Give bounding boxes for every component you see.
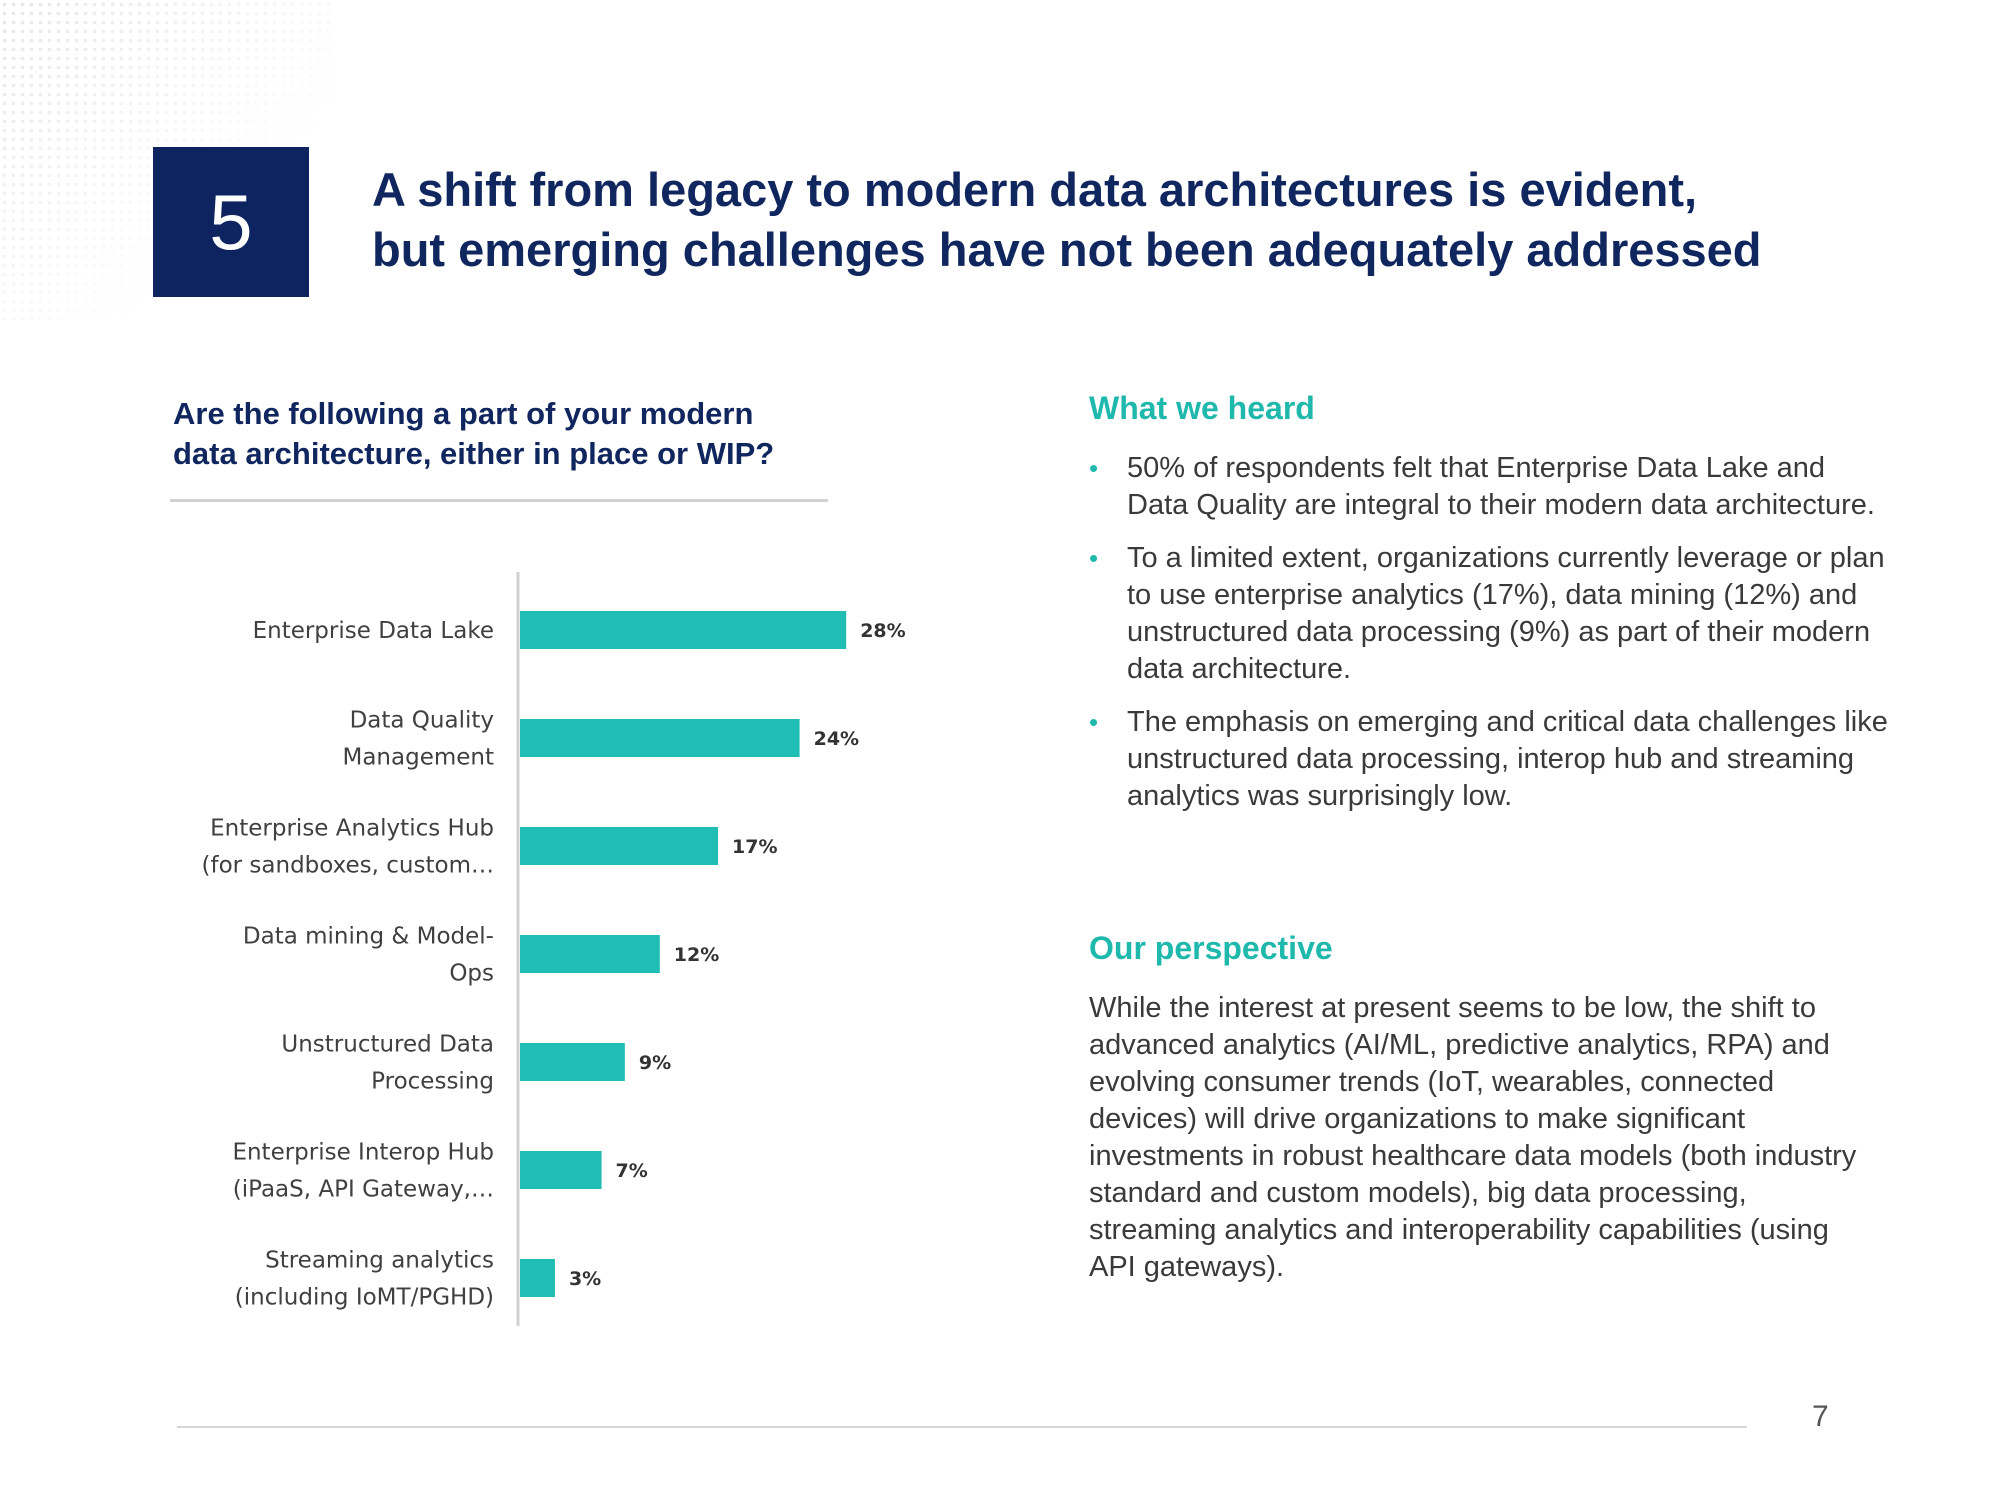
bar-value-label: 12% [674,944,719,966]
page-title-line-1: A shift from legacy to modern data archi… [372,163,1698,216]
bar-value-label: 28% [860,620,905,642]
slide-number-badge: 5 [153,147,309,297]
chart-question: Are the following a part of your modern … [173,394,853,474]
page-number: 7 [1812,1400,1829,1433]
bar-value-label: 17% [732,836,777,858]
category-label: (including IoMT/PGHD) [235,1285,494,1311]
bar-value-label: 3% [569,1268,601,1290]
bar-chart: 28% Enterprise Data Lake 24% Data Quality Ma… [202,572,906,1326]
page-title: A shift from legacy to modern data archi… [372,160,1932,280]
bar [520,611,847,649]
bar [520,827,719,865]
bar-value-label: 7% [616,1160,648,1182]
list-item: To a limited extent, organizations curre… [1089,540,1889,688]
chart-question-line-2: data architecture, either in place or WI… [173,436,775,471]
list-item: 50% of respondents felt that Enterprise … [1089,450,1889,524]
bar [520,935,660,973]
bar [520,1151,602,1189]
bar [520,1259,555,1297]
question-divider [170,499,828,502]
category-label: Ops [449,961,494,987]
what-we-heard-list: 50% of respondents felt that Enterprise … [1089,450,1889,831]
bar [520,1043,625,1081]
bar [520,719,800,757]
category-label: Management [342,745,494,771]
bar-value-label: 24% [814,728,859,750]
list-item: The emphasis on emerging and critical da… [1089,704,1889,815]
chart-question-line-1: Are the following a part of your modern [173,396,754,431]
category-label: (iPaaS, API Gateway,… [233,1177,494,1203]
category-label: Unstructured Data [281,1032,494,1058]
bar-value-label: 9% [639,1052,671,1074]
category-label: Data Quality [350,708,494,734]
category-label: Enterprise Data Lake [253,618,494,644]
category-label: Processing [371,1069,494,1095]
page-title-line-2: but emerging challenges have not been ad… [372,223,1762,276]
category-label: Enterprise Analytics Hub [210,816,494,842]
our-perspective-heading: Our perspective [1089,930,1333,966]
our-perspective-body: While the interest at present seems to b… [1089,992,1857,1283]
category-label: Enterprise Interop Hub [232,1140,494,1166]
category-label: Data mining & Model- [243,924,494,950]
what-we-heard-heading: What we heard [1089,390,1315,426]
slide-number: 5 [209,177,253,266]
category-label: (for sandboxes, custom… [202,853,495,879]
category-label: Streaming analytics [265,1248,494,1274]
footer-divider [177,1426,1747,1428]
